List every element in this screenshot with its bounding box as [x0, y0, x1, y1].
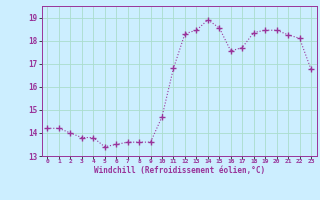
X-axis label: Windchill (Refroidissement éolien,°C): Windchill (Refroidissement éolien,°C): [94, 166, 265, 175]
